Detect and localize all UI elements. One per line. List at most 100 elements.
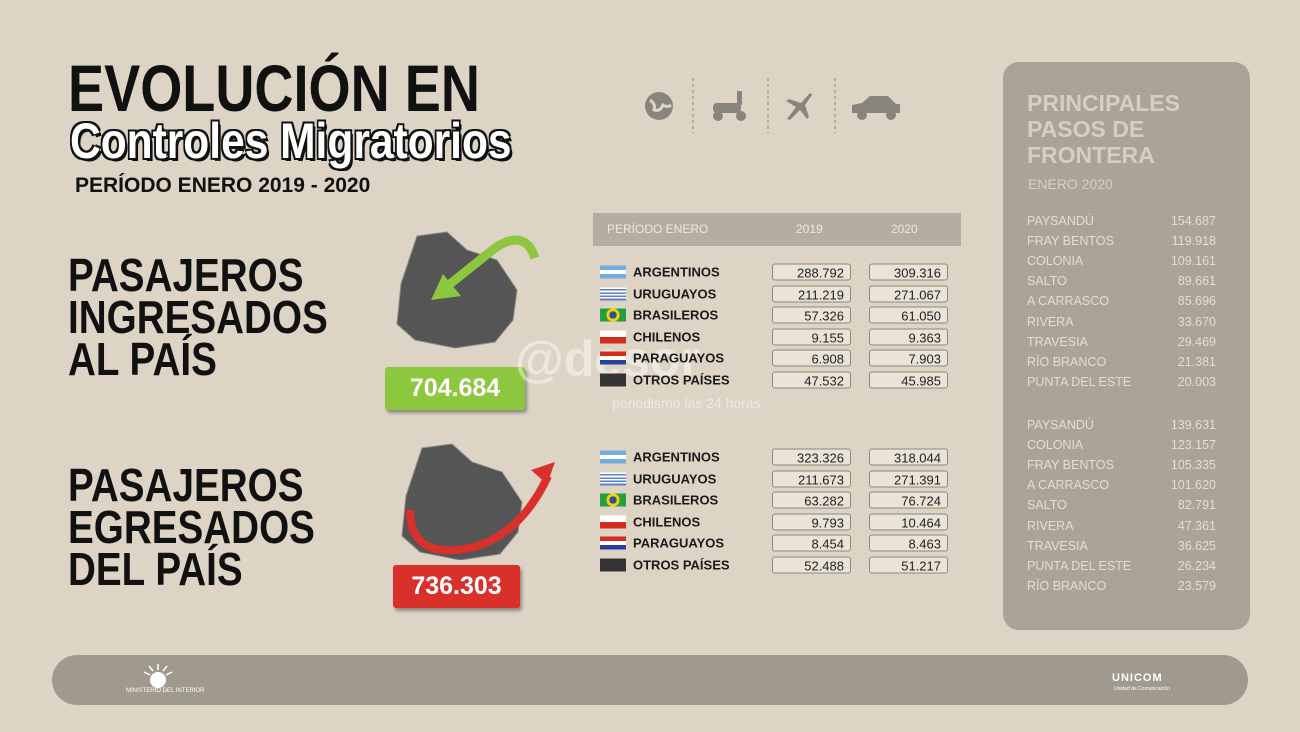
crossing-name: RIVERA bbox=[1027, 518, 1074, 533]
country: PARAGUAYOS bbox=[633, 350, 725, 366]
country: BRASILEROS bbox=[633, 307, 719, 323]
crossing-value: 109.161 bbox=[1170, 254, 1216, 269]
crossing-value: 33.670 bbox=[1177, 314, 1216, 329]
map-ingresados bbox=[396, 231, 540, 349]
crossing-value: 47.361 bbox=[1177, 518, 1216, 533]
value-2019: 8.454 bbox=[772, 534, 851, 552]
country: ARGENTINOS bbox=[633, 449, 720, 465]
crossing-name: PUNTA DEL ESTE bbox=[1027, 374, 1132, 389]
value-2019: 9.793 bbox=[772, 513, 851, 530]
value-2020: 61.050 bbox=[869, 306, 948, 324]
flag bbox=[600, 472, 626, 485]
crossing-name: RIVERA bbox=[1027, 314, 1074, 329]
value-2019: 323.326 bbox=[772, 448, 851, 466]
flag bbox=[600, 450, 626, 464]
flag bbox=[600, 536, 626, 550]
flag bbox=[600, 308, 626, 322]
section-label: AL PAÍS bbox=[68, 333, 217, 385]
crossing-name: PAYSANDÚ bbox=[1027, 214, 1094, 228]
flag bbox=[600, 373, 626, 386]
country: CHILENOS bbox=[633, 329, 701, 344]
crossing-name: FRAY BENTOS bbox=[1027, 234, 1114, 249]
value-2020: 8.463 bbox=[869, 534, 948, 552]
crossing-name: FRAY BENTOS bbox=[1027, 458, 1114, 473]
panel-subtitle: ENERO 2020 bbox=[1028, 176, 1113, 192]
total-egresados: 736.303 bbox=[393, 565, 520, 608]
period: PERÍODO ENERO 2019 - 2020 bbox=[75, 174, 371, 197]
footer bbox=[52, 655, 1248, 705]
watermark-tagline: periodismo las 24 horas bbox=[612, 395, 761, 411]
section-label: INGRESADOS bbox=[68, 291, 328, 343]
section-label: DEL PAÍS bbox=[68, 543, 243, 595]
value-2019: 288.792 bbox=[772, 263, 851, 281]
value-2019: 211.219 bbox=[772, 285, 851, 302]
crossing-name: A CARRASCO bbox=[1027, 294, 1109, 309]
subtitle: Controles Migratorios bbox=[70, 113, 512, 169]
footer-right: UNICOM bbox=[1112, 672, 1163, 684]
section-label: PASAJEROS bbox=[68, 459, 304, 511]
panel-title: FRONTERA bbox=[1027, 142, 1155, 168]
crossing-value: 139.631 bbox=[1170, 418, 1216, 432]
value-2019: 211.673 bbox=[772, 470, 851, 487]
country: URUGUAYOS bbox=[633, 471, 717, 486]
flag bbox=[600, 493, 626, 507]
value-2020: 271.067 bbox=[869, 285, 948, 302]
crossing-value: 29.469 bbox=[1177, 334, 1216, 349]
flag bbox=[600, 351, 626, 365]
footer-left: MINISTERIO DEL INTERIOR bbox=[126, 688, 205, 694]
flag bbox=[600, 515, 626, 528]
section-label: EGRESADOS bbox=[68, 501, 315, 553]
crossing-value: 119.918 bbox=[1171, 234, 1216, 249]
section-label: PASAJEROS bbox=[68, 249, 304, 301]
country: BRASILEROS bbox=[633, 492, 719, 508]
crossing-name: PUNTA DEL ESTE bbox=[1027, 558, 1132, 573]
value-2019: 63.282 bbox=[772, 491, 851, 509]
header-period: PERÍODO ENERO bbox=[607, 222, 709, 236]
value-2019: 9.155 bbox=[772, 328, 851, 345]
flag bbox=[600, 287, 626, 300]
crossing-value: 21.381 bbox=[1177, 354, 1216, 369]
crossing-name: RÍO BRANCO bbox=[1027, 354, 1107, 369]
country: OTROS PAÍSES bbox=[633, 557, 730, 572]
crossing-value: 85.696 bbox=[1177, 294, 1216, 309]
crossing-value: 123.157 bbox=[1170, 438, 1216, 453]
value-2020: 271.391 bbox=[869, 470, 948, 487]
value-2020: 10.464 bbox=[869, 513, 948, 530]
footer-right-sub: Unidad de Comunicación bbox=[1114, 686, 1170, 692]
crossing-name: TRAVESIA bbox=[1027, 538, 1088, 553]
value-2019: 52.488 bbox=[772, 556, 851, 573]
value-2020: 309.316 bbox=[869, 263, 948, 281]
crossing-name: PAYSANDÚ bbox=[1027, 418, 1094, 432]
value-2019: 6.908 bbox=[772, 349, 851, 367]
sun-logo bbox=[143, 664, 173, 688]
crossing-value: 105.335 bbox=[1170, 458, 1216, 473]
country: ARGENTINOS bbox=[633, 264, 720, 280]
country: CHILENOS bbox=[633, 514, 701, 529]
crossing-value: 154.687 bbox=[1170, 214, 1216, 228]
transport-icons bbox=[645, 78, 900, 133]
crossing-name: A CARRASCO bbox=[1027, 478, 1109, 493]
crossing-value: 82.791 bbox=[1177, 498, 1216, 513]
total-ingresados: 704.684 bbox=[385, 367, 525, 410]
flag bbox=[600, 265, 626, 279]
header-2019: 2019 bbox=[796, 222, 823, 236]
flag bbox=[600, 558, 626, 571]
value-2020: 7.903 bbox=[869, 349, 948, 367]
crossing-name: COLONIA bbox=[1027, 438, 1084, 453]
value-2019: 57.326 bbox=[772, 306, 851, 324]
value-2020: 318.044 bbox=[869, 448, 948, 466]
crossing-value: 89.661 bbox=[1177, 274, 1216, 289]
country: URUGUAYOS bbox=[633, 286, 717, 301]
crossing-value: 20.003 bbox=[1177, 374, 1216, 389]
panel-title: PASOS DE bbox=[1027, 116, 1145, 142]
crossing-name: COLONIA bbox=[1027, 254, 1084, 269]
side-panel bbox=[1003, 62, 1250, 630]
title: EVOLUCIÓN EN bbox=[68, 51, 480, 125]
panel-title: PRINCIPALES bbox=[1027, 90, 1180, 116]
header-2020: 2020 bbox=[891, 222, 918, 236]
table-header: PERÍODO ENERO 2019 2020 bbox=[593, 213, 961, 246]
value-2020: 9.363 bbox=[869, 328, 948, 345]
flag bbox=[600, 330, 626, 343]
country: PARAGUAYOS bbox=[633, 535, 725, 551]
